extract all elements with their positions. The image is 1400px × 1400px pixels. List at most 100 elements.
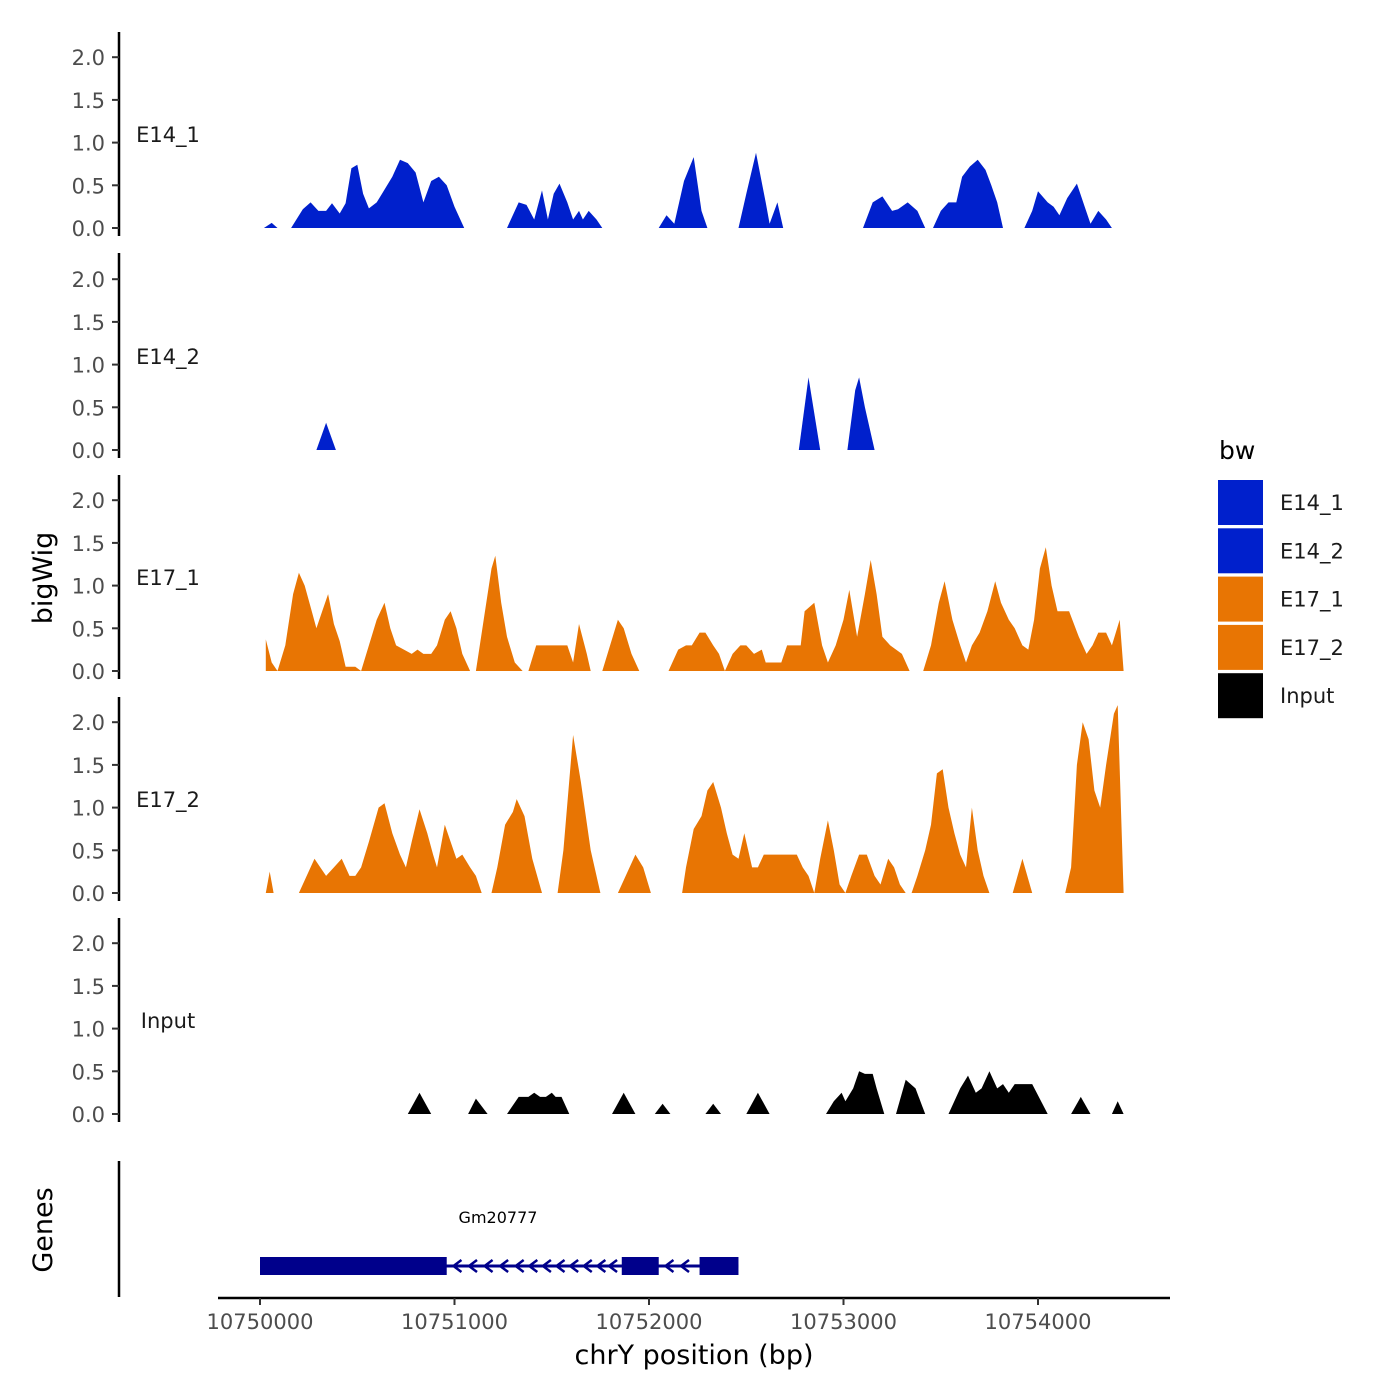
signal-area [1111,1101,1124,1114]
signal-area [316,422,336,450]
y-tick-label: 2.0 [72,932,105,956]
signal-area [933,159,1003,228]
gene-exon [621,1257,659,1275]
y-tick-label: 1.0 [72,1018,105,1042]
x-tick-label: 10753000 [790,1310,897,1334]
signal-area [826,1071,885,1114]
signal-area [507,1092,570,1114]
signal-area [557,735,601,893]
signal-area [1065,705,1124,893]
gene-strand-arrow [568,1259,579,1273]
signal-area [263,222,278,228]
legend-entry-label: E17_2 [1280,636,1344,661]
plot-area: 0.0 0.5 1.0 1.5 2.0 E14_1 0.0 0.5 1.0 1.5 2.0 E14_2… [72,32,1170,1334]
signal-area [407,1092,432,1114]
y-tick-label: 1.0 [72,575,105,599]
y-tick-label: 0.5 [72,174,105,198]
gene-strand-arrow [498,1259,509,1273]
signal-area [668,560,910,671]
y-tick-label: 1.5 [72,89,105,113]
y-tick-label: 0.0 [72,882,105,906]
signal-area [863,196,926,228]
gene-strand-arrow [606,1259,618,1273]
signal-area [617,854,651,893]
gene-strand-arrow [482,1259,494,1273]
signal-area [798,377,821,450]
x-tick-label: 10752000 [596,1310,703,1334]
signal-area [507,183,603,228]
signal-area [948,1071,1048,1114]
y-tick-label: 0.5 [72,617,105,641]
y-tick-label: 1.5 [72,532,105,556]
y-tick-label: 1.0 [72,354,105,378]
signal-area [911,769,990,893]
gene-strand-arrow [581,1259,593,1273]
gene-exon [699,1257,739,1275]
signal-area [1071,1096,1091,1114]
signal-area [528,624,591,671]
signal-area [1012,858,1033,893]
signal-area [265,871,274,893]
track-label: E14_1 [136,123,200,148]
y-tick-label: 0.5 [72,396,105,420]
y-tick-label: 2.0 [72,268,105,292]
y-tick-label: 0.0 [72,439,105,463]
legend-swatch [1218,673,1263,719]
track-label: E17_2 [136,788,200,813]
legend-swatch [1218,528,1263,574]
signal-area [1024,183,1112,228]
gene-strand-arrow [513,1259,525,1273]
gene-strand-arrow [678,1259,690,1273]
track-label: Input [141,1009,195,1033]
gene-strand-arrow [451,1259,463,1273]
y-tick-label: 0.5 [72,1060,105,1084]
x-tick-label: 10750000 [207,1310,314,1334]
legend-swatch [1218,480,1263,525]
y-tick-label: 0.0 [72,1103,105,1127]
x-tick-label: 10754000 [985,1310,1092,1334]
signal-area [738,152,784,228]
gene-strand-arrow [554,1259,566,1273]
legend-swatch [1218,624,1263,670]
signal-area [746,1092,770,1114]
y-tick-label: 1.5 [72,754,105,778]
legend: bw E14_1 E14_2 E17_1 E17_2 Input [1218,436,1344,719]
gene-strand-arrow [663,1259,675,1273]
legend-entry-label: E14_2 [1280,539,1344,564]
y-axis-title: bigWig [28,532,59,625]
y-tick-label: 1.0 [72,132,105,156]
gene-exon [260,1257,447,1275]
legend-entry-label: Input [1280,684,1334,708]
gene-strand-arrow [466,1259,478,1273]
signal-area [612,1092,636,1114]
signal-area [475,555,523,671]
x-axis-title: chrY position (bp) [574,1340,813,1371]
gene-strand-arrow [540,1259,552,1273]
track-label: E14_2 [136,345,200,370]
y-tick-label: 2.0 [72,489,105,513]
signal-area [265,572,471,671]
gene-label: Gm20777 [459,1208,538,1227]
y-tick-label: 0.0 [72,660,105,684]
signal-area [491,799,542,893]
signal-area [291,159,465,228]
y-tick-label: 0.0 [72,217,105,241]
signal-area [923,547,1124,671]
signal-area [682,782,906,893]
signal-area [705,1103,721,1114]
y-tick-label: 1.0 [72,797,105,821]
legend-title: bw [1219,436,1255,465]
x-tick-label: 10751000 [401,1310,508,1334]
track-label: E17_1 [136,566,200,591]
legend-entry-label: E17_1 [1280,588,1344,613]
y-tick-label: 0.5 [72,839,105,863]
y-tick-label: 2.0 [72,46,105,70]
signal-area [654,1103,671,1114]
y-tick-label: 1.5 [72,311,105,335]
y-tick-label: 2.0 [72,711,105,735]
signal-area [468,1098,488,1114]
signal-area [896,1079,926,1114]
signal-area [298,803,482,893]
signal-area [847,377,875,450]
